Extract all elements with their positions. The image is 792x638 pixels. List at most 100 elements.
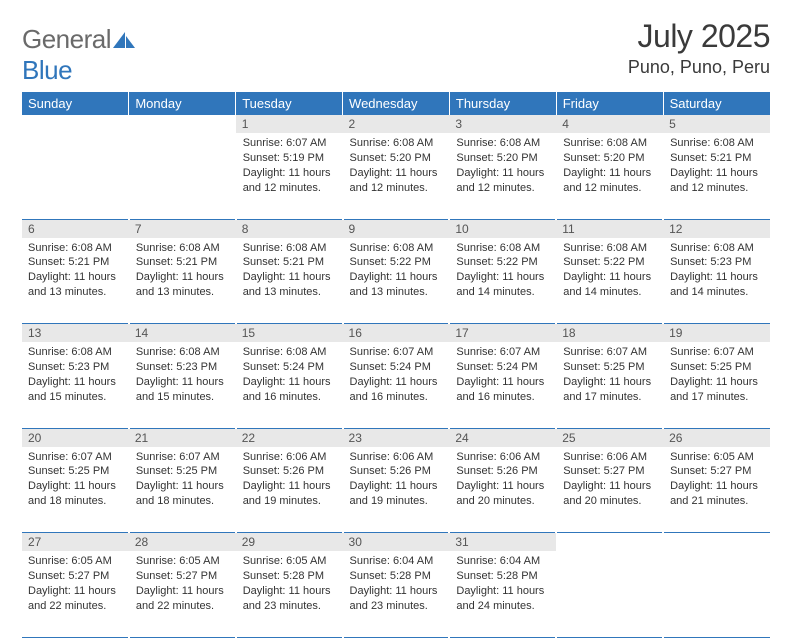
sunrise-text: Sunrise: 6:08 AM <box>243 345 336 360</box>
sunset-text: Sunset: 5:19 PM <box>243 151 336 166</box>
daylight-text: Daylight: 11 hours and 24 minutes. <box>456 584 549 614</box>
day-cell: Sunrise: 6:06 AMSunset: 5:26 PMDaylight:… <box>449 447 556 533</box>
daylight-text: Daylight: 11 hours and 22 minutes. <box>28 584 122 614</box>
sunset-text: Sunset: 5:25 PM <box>28 464 122 479</box>
day-cell: Sunrise: 6:08 AMSunset: 5:22 PMDaylight:… <box>449 238 556 324</box>
day-cell: Sunrise: 6:07 AMSunset: 5:24 PMDaylight:… <box>343 342 450 428</box>
day-cell: Sunrise: 6:07 AMSunset: 5:25 PMDaylight:… <box>556 342 663 428</box>
day-number: 5 <box>663 115 770 133</box>
day-cell: Sunrise: 6:08 AMSunset: 5:23 PMDaylight:… <box>129 342 236 428</box>
logo: General Blue <box>22 18 135 86</box>
day-number: 31 <box>449 533 556 552</box>
daylight-text: Daylight: 11 hours and 14 minutes. <box>456 270 549 300</box>
day-cell: Sunrise: 6:05 AMSunset: 5:27 PMDaylight:… <box>129 551 236 637</box>
day-number: 17 <box>449 324 556 343</box>
title-block: July 2025 Puno, Puno, Peru <box>628 18 770 78</box>
day-cell: Sunrise: 6:07 AMSunset: 5:25 PMDaylight:… <box>663 342 770 428</box>
daylight-text: Daylight: 11 hours and 13 minutes. <box>243 270 336 300</box>
day-number: 18 <box>556 324 663 343</box>
day-cell: Sunrise: 6:08 AMSunset: 5:20 PMDaylight:… <box>343 133 450 219</box>
day-number: 25 <box>556 428 663 447</box>
day-cell: Sunrise: 6:08 AMSunset: 5:20 PMDaylight:… <box>449 133 556 219</box>
sunrise-text: Sunrise: 6:04 AM <box>350 554 443 569</box>
sunset-text: Sunset: 5:23 PM <box>136 360 229 375</box>
sunrise-text: Sunrise: 6:05 AM <box>670 450 764 465</box>
sunrise-text: Sunrise: 6:08 AM <box>670 241 764 256</box>
sunrise-text: Sunrise: 6:08 AM <box>243 241 336 256</box>
logo-text-general: General <box>22 24 111 54</box>
sunset-text: Sunset: 5:20 PM <box>456 151 549 166</box>
sunrise-text: Sunrise: 6:08 AM <box>563 136 656 151</box>
day-number: 9 <box>343 219 450 238</box>
day-cell <box>556 551 663 637</box>
day-number <box>129 115 236 133</box>
sunrise-text: Sunrise: 6:07 AM <box>350 345 443 360</box>
sunrise-text: Sunrise: 6:07 AM <box>28 450 122 465</box>
day-number: 6 <box>22 219 129 238</box>
day-number: 1 <box>236 115 343 133</box>
sunset-text: Sunset: 5:20 PM <box>563 151 656 166</box>
sunrise-text: Sunrise: 6:08 AM <box>350 136 443 151</box>
day-number: 20 <box>22 428 129 447</box>
day-number: 13 <box>22 324 129 343</box>
daylight-text: Daylight: 11 hours and 12 minutes. <box>243 166 336 196</box>
sunrise-text: Sunrise: 6:07 AM <box>243 136 336 151</box>
day-cell: Sunrise: 6:08 AMSunset: 5:21 PMDaylight:… <box>22 238 129 324</box>
day-cell: Sunrise: 6:05 AMSunset: 5:27 PMDaylight:… <box>663 447 770 533</box>
sunrise-text: Sunrise: 6:08 AM <box>670 136 764 151</box>
calendar-table: Sunday Monday Tuesday Wednesday Thursday… <box>22 92 770 638</box>
sunrise-text: Sunrise: 6:08 AM <box>456 241 549 256</box>
sunrise-text: Sunrise: 6:08 AM <box>563 241 656 256</box>
day-cell <box>663 551 770 637</box>
day-number: 12 <box>663 219 770 238</box>
daylight-text: Daylight: 11 hours and 14 minutes. <box>563 270 656 300</box>
sunrise-text: Sunrise: 6:08 AM <box>456 136 549 151</box>
daylight-text: Daylight: 11 hours and 12 minutes. <box>456 166 549 196</box>
daylight-text: Daylight: 11 hours and 20 minutes. <box>456 479 549 509</box>
sunset-text: Sunset: 5:26 PM <box>243 464 336 479</box>
day-cell <box>22 133 129 219</box>
sunset-text: Sunset: 5:28 PM <box>456 569 549 584</box>
daylight-text: Daylight: 11 hours and 16 minutes. <box>350 375 443 405</box>
sunset-text: Sunset: 5:21 PM <box>243 255 336 270</box>
sunset-text: Sunset: 5:24 PM <box>456 360 549 375</box>
day-cell: Sunrise: 6:06 AMSunset: 5:26 PMDaylight:… <box>343 447 450 533</box>
daylight-text: Daylight: 11 hours and 19 minutes. <box>243 479 336 509</box>
day-header: Monday <box>129 92 236 115</box>
sail-icon <box>113 32 135 53</box>
sunset-text: Sunset: 5:26 PM <box>350 464 443 479</box>
day-number: 27 <box>22 533 129 552</box>
daylight-text: Daylight: 11 hours and 12 minutes. <box>563 166 656 196</box>
day-cell: Sunrise: 6:08 AMSunset: 5:23 PMDaylight:… <box>663 238 770 324</box>
daylight-text: Daylight: 11 hours and 16 minutes. <box>243 375 336 405</box>
content-row: Sunrise: 6:05 AMSunset: 5:27 PMDaylight:… <box>22 551 770 637</box>
daylight-text: Daylight: 11 hours and 17 minutes. <box>670 375 764 405</box>
day-number: 8 <box>236 219 343 238</box>
sunrise-text: Sunrise: 6:06 AM <box>243 450 336 465</box>
daylight-text: Daylight: 11 hours and 23 minutes. <box>350 584 443 614</box>
day-cell: Sunrise: 6:08 AMSunset: 5:23 PMDaylight:… <box>22 342 129 428</box>
day-cell: Sunrise: 6:06 AMSunset: 5:27 PMDaylight:… <box>556 447 663 533</box>
daynum-row: 20212223242526 <box>22 428 770 447</box>
sunrise-text: Sunrise: 6:08 AM <box>350 241 443 256</box>
sunrise-text: Sunrise: 6:04 AM <box>456 554 549 569</box>
content-row: Sunrise: 6:07 AMSunset: 5:25 PM Daylight:… <box>22 447 770 533</box>
day-header-row: Sunday Monday Tuesday Wednesday Thursday… <box>22 92 770 115</box>
sunrise-text: Sunrise: 6:07 AM <box>670 345 764 360</box>
sunset-text: Sunset: 5:24 PM <box>350 360 443 375</box>
day-number: 10 <box>449 219 556 238</box>
day-number: 22 <box>236 428 343 447</box>
day-number: 4 <box>556 115 663 133</box>
day-number: 16 <box>343 324 450 343</box>
day-number: 3 <box>449 115 556 133</box>
sunset-text: Sunset: 5:22 PM <box>563 255 656 270</box>
day-header: Thursday <box>449 92 556 115</box>
daynum-row: 12345 <box>22 115 770 133</box>
daynum-row: 13141516171819 <box>22 324 770 343</box>
header: General Blue July 2025 Puno, Puno, Peru <box>22 18 770 86</box>
day-header: Sunday <box>22 92 129 115</box>
daylight-text: Daylight: 11 hours and 22 minutes. <box>136 584 229 614</box>
daylight-text: Daylight: 11 hours and 13 minutes. <box>136 270 229 300</box>
daylight-text: Daylight: 11 hours and 12 minutes. <box>670 166 764 196</box>
sunrise-text: Sunrise: 6:05 AM <box>136 554 229 569</box>
